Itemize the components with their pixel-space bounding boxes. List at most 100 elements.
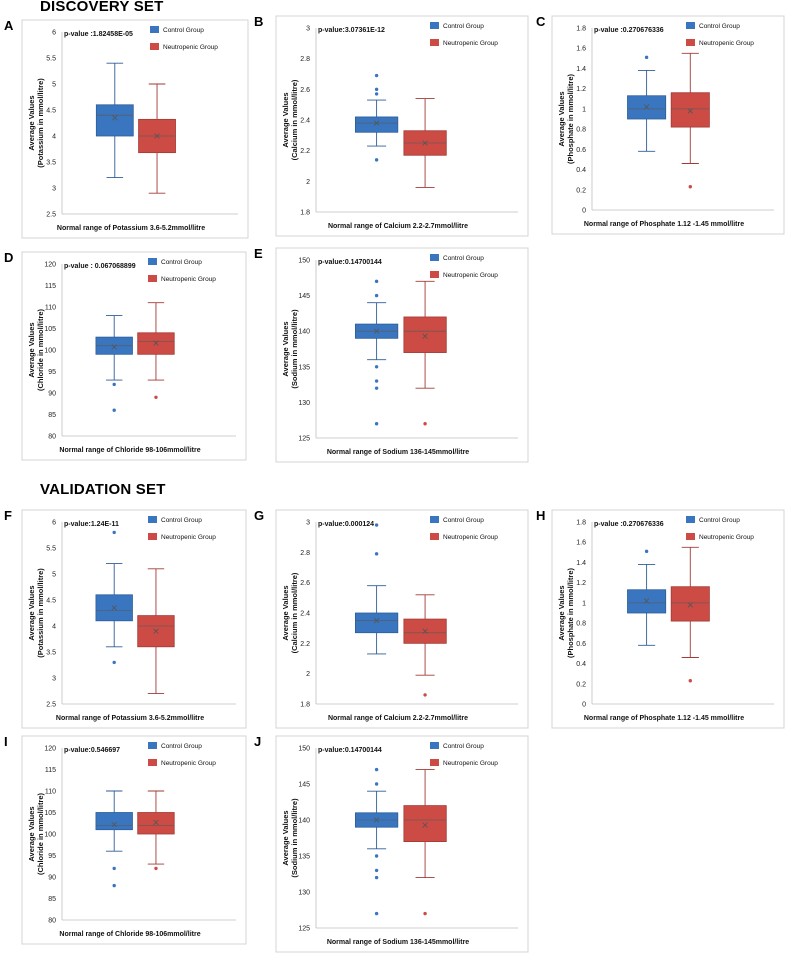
y-tick-label: 1.8 (300, 702, 310, 709)
legend-label-control: Control Group (699, 23, 740, 30)
mean-marker (687, 108, 693, 114)
y-tick-label: 0.6 (576, 147, 586, 154)
p-value-label: p-value :0.270676336 (594, 521, 664, 528)
box-neutropenic (403, 316, 447, 353)
p-value-label: p-value:3.07361E-12 (318, 27, 385, 34)
legend-swatch-neutropenic (150, 43, 159, 50)
panel-letter: H (536, 508, 546, 523)
y-axis-label: Average Values (281, 92, 290, 147)
legend-label-neutropenic: Neutropenic Group (443, 40, 498, 47)
y-axis-label: Average Values (281, 810, 290, 865)
y-axis-label: Average Values (27, 806, 36, 861)
box-control (95, 104, 134, 137)
y-tick-label: 80 (48, 918, 56, 925)
x-axis-label: Normal range of Calcium 2.2-2.7mmol/litr… (328, 223, 468, 230)
panel-letter: I (4, 734, 8, 749)
boxplot-svg: 1.8 2 2.2 2.4 2.6 2.8 3 Average Values (Calcium … (275, 509, 529, 729)
y-axis-label-unit: (Phosphate in mmol/litre) (566, 567, 575, 658)
legend-swatch-neutropenic (430, 533, 439, 540)
mean-marker (643, 598, 650, 604)
mean-marker (153, 340, 159, 346)
legend-swatch-control (148, 742, 157, 749)
mean-marker (373, 817, 380, 823)
chart-panel-F: F 2.5 3 3.5 4 4.5 5 5.5 6 Average Values (Potassiu… (4, 508, 248, 730)
y-tick-label: 5 (52, 82, 56, 89)
panel-letter: D (4, 250, 14, 265)
y-tick-label: 2.6 (300, 580, 310, 587)
outlier-point (423, 422, 427, 426)
legend-label-neutropenic: Neutropenic Group (161, 760, 216, 767)
boxplot-svg: 80 85 90 95 100 105 110 115 120 Average Values (Ch… (21, 735, 247, 945)
y-tick-label: 2 (306, 179, 310, 186)
mean-marker (422, 333, 428, 339)
y-axis-label-unit: (Sodium in mmol/litre) (290, 798, 299, 878)
legend-swatch-neutropenic (148, 275, 157, 282)
chart-panel-E: E 125 130 135 140 145 150 Average Values (Sodium… (254, 246, 530, 464)
y-tick-label: 2.5 (46, 212, 56, 219)
y-tick-label: 2 (306, 671, 310, 678)
box-neutropenic (403, 805, 447, 842)
legend-swatch-control (430, 254, 439, 261)
y-tick-label: 2.8 (300, 56, 310, 63)
y-axis-label-unit: (Phosphate in mmol/litre) (566, 73, 575, 164)
outlier-point (112, 883, 116, 888)
mean-marker (112, 115, 118, 121)
y-tick-label: 100 (44, 832, 56, 839)
y-tick-label: 1.4 (576, 66, 586, 73)
p-value-label: p-value:0.14700144 (318, 259, 382, 266)
y-axis-label-unit: (Sodium in mmol/litre) (290, 309, 299, 389)
y-tick-label: 150 (298, 746, 310, 753)
y-axis-label: Average Values (281, 321, 290, 376)
mean-marker (687, 602, 693, 608)
legend-label-neutropenic: Neutropenic Group (443, 272, 498, 279)
y-tick-label: 2.6 (300, 87, 310, 94)
outlier-point (644, 55, 649, 60)
outlier-point (374, 875, 379, 880)
chart-panel-J: J 125 130 135 140 145 150 Average Values (Sodium… (254, 734, 530, 954)
outlier-point (688, 679, 692, 683)
p-value-label: p-value :0.270676336 (594, 27, 664, 34)
outlier-point (374, 92, 379, 96)
y-tick-label: 1.2 (576, 580, 586, 587)
outlier-point (154, 395, 158, 399)
outlier-point (374, 158, 379, 162)
y-tick-label: 5.5 (46, 546, 56, 553)
y-axis-label: Average Values (27, 322, 36, 377)
chart-border (21, 19, 249, 239)
mean-marker (373, 617, 380, 624)
y-tick-label: 0.2 (576, 681, 586, 688)
outlier-point (374, 782, 379, 786)
mean-marker (153, 628, 159, 634)
mean-marker (111, 344, 117, 350)
chart-panel-A: A 2.5 3 3.5 4 4.5 5 5.5 6 Average Values (Potassiu… (4, 18, 250, 240)
y-tick-label: 80 (48, 434, 56, 441)
y-tick-label: 85 (48, 412, 56, 419)
discovery-set-title: DISCOVERY SET (40, 0, 164, 15)
panel-letter: J (254, 734, 262, 749)
outlier-point (374, 379, 379, 383)
x-axis-label: Normal range of Chloride 98-106mmol/litr… (59, 447, 200, 454)
mean-marker (643, 104, 650, 110)
mean-marker (153, 819, 159, 826)
y-tick-label: 125 (298, 436, 310, 443)
y-tick-label: 0 (582, 208, 586, 215)
chart-border (275, 247, 529, 463)
legend-label-control: Control Group (443, 517, 484, 524)
legend-label-control: Control Group (161, 259, 202, 266)
y-tick-label: 95 (48, 369, 56, 376)
box-control (354, 612, 399, 634)
y-tick-label: 2.5 (46, 702, 56, 709)
outlier-point (374, 73, 379, 78)
outlier-point (423, 693, 427, 697)
y-tick-label: 1.4 (576, 560, 586, 567)
y-tick-label: 3 (306, 26, 310, 33)
legend-swatch-control (148, 516, 157, 523)
y-tick-label: 3 (306, 520, 310, 527)
y-tick-label: 140 (298, 818, 310, 825)
chart-panel-C: C 0 0.2 0.4 0.6 0.8 1 1.2 1.4 1.6 1.8 Average Value… (536, 14, 786, 236)
outlier-point (112, 530, 116, 535)
outlier-point (374, 911, 379, 916)
y-tick-label: 130 (298, 890, 310, 897)
outlier-point (374, 365, 379, 369)
y-tick-label: 3.5 (46, 650, 56, 657)
